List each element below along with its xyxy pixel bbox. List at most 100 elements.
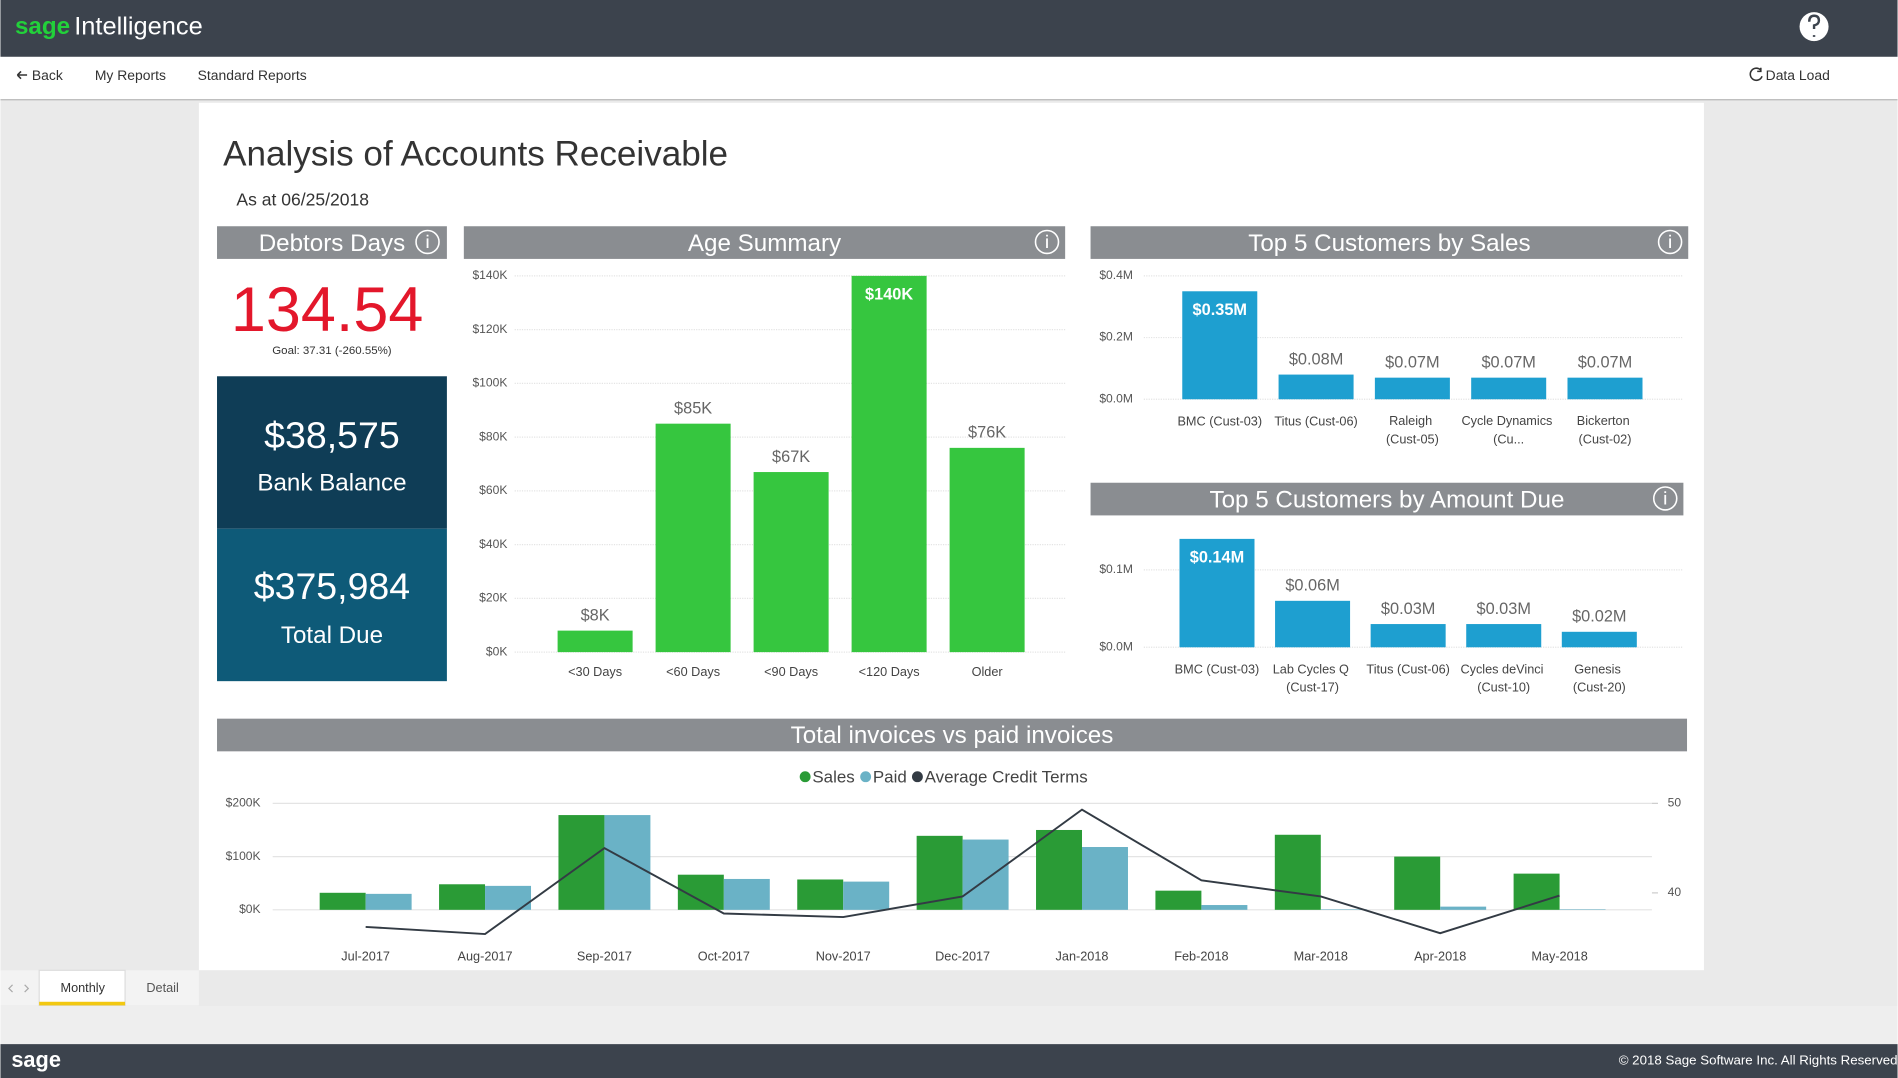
total-due-card [217, 528, 447, 682]
panel-title: Top 5 Customers by Sales [1248, 230, 1530, 257]
report-date: As at 06/25/2018 [236, 189, 369, 209]
bar [1559, 909, 1606, 910]
y-tick-label: $0.1M [1099, 562, 1133, 576]
y2-tick-label: 50 [1668, 796, 1682, 810]
label-line: (Cu... [1493, 433, 1524, 447]
y-tick-label: $80K [479, 429, 507, 443]
kpi-goal: Goal: 37.31 (-260.55%) [272, 345, 392, 357]
data-label: $0.07M [1385, 353, 1439, 371]
x-tick-label: Sep-2017 [577, 949, 632, 963]
data-label: $0.14M [1190, 549, 1244, 567]
bar [439, 884, 486, 910]
card-label: Total Due [281, 622, 383, 649]
info-icon[interactable] [1657, 229, 1683, 255]
legend-swatch [860, 771, 872, 783]
data-label: $0.06M [1285, 577, 1339, 595]
label-line: Lab Cycles Q [1273, 663, 1353, 677]
brand: sage [15, 13, 70, 40]
nav-bar [0, 56, 1898, 100]
data-label: $0.07M [1481, 353, 1535, 371]
bar [1278, 374, 1354, 400]
x-tick-label: <60 Days [666, 665, 720, 679]
data-label: $0.03M [1381, 600, 1435, 618]
label-line: (Cust-05) [1386, 433, 1439, 447]
info-icon[interactable] [1652, 486, 1678, 511]
x-tick-label: Jan-2018 [1056, 949, 1109, 963]
y-tick-label: $100K [226, 849, 261, 863]
x-tick-label: Mar-2018 [1294, 949, 1348, 963]
bar [1466, 624, 1542, 648]
label-line: Cycles deVinci [1460, 663, 1547, 677]
legend-label: Paid [873, 767, 907, 786]
x-tick-label: Raleigh (Cust-05) [1386, 415, 1439, 447]
y-tick-label: $100K [472, 376, 507, 390]
panel-title: Top 5 Customers by Amount Due [1210, 486, 1565, 513]
data-label: $0.03M [1476, 600, 1530, 618]
data-label: $67K [772, 448, 810, 466]
help-icon [1808, 14, 1821, 37]
x-tick-label: Older [972, 665, 1004, 679]
bar [1182, 291, 1258, 400]
x-tick-label: Genesis (Cust-20) [1573, 663, 1626, 695]
label-line: (Cust-02) [1579, 433, 1632, 447]
bar [1394, 856, 1441, 910]
data-label: $140K [865, 286, 913, 304]
panel-header [1090, 482, 1684, 516]
data-label: $0.35M [1193, 301, 1247, 319]
x-tick-label: Titus (Cust-06) [1366, 663, 1449, 677]
bar [1320, 909, 1367, 910]
legend-label: Sales [812, 767, 854, 786]
y-tick-label: $0K [486, 644, 508, 658]
data-load-button[interactable]: Data Load [1766, 67, 1830, 83]
panel-header [217, 226, 447, 259]
card-label: Bank Balance [257, 469, 406, 496]
x-tick-label: Bickerton (Cust-02) [1577, 415, 1633, 447]
tab-label[interactable]: Monthly [61, 981, 106, 995]
data-label: $0.02M [1572, 608, 1626, 626]
data-label: $0.07M [1578, 353, 1632, 371]
back-link[interactable]: Back [32, 67, 63, 83]
card-value: $375,984 [254, 565, 410, 607]
x-tick-label: Cycles deVinci (Cust-10) [1460, 663, 1547, 695]
my-reports-link[interactable]: My Reports [95, 67, 166, 83]
tab-label[interactable]: Detail [146, 981, 178, 995]
y-tick-label: $120K [472, 322, 507, 336]
bar [1561, 631, 1637, 648]
label-line: Genesis [1574, 663, 1624, 677]
x-tick-label: Feb-2018 [1174, 949, 1228, 963]
bar [851, 275, 927, 653]
y-tick-label: $0.0M [1099, 391, 1133, 405]
x-tick-label: <90 Days [764, 665, 818, 679]
data-label: $76K [968, 424, 1006, 442]
bar [655, 423, 731, 653]
top-bar [0, 0, 1898, 57]
bar [485, 885, 532, 910]
y-tick-label: $20K [479, 591, 507, 605]
y2-tick-label: 40 [1668, 885, 1682, 899]
info-icon[interactable] [415, 229, 440, 255]
tab-scroll[interactable] [8, 984, 30, 993]
label-line: (Cust-10) [1477, 681, 1530, 695]
bar [604, 815, 651, 910]
bar [949, 447, 1025, 653]
bar [365, 893, 412, 910]
panel-title: Debtors Days [259, 230, 406, 257]
y-tick-label: $200K [226, 796, 261, 810]
bar [1370, 624, 1446, 648]
standard-reports-link[interactable]: Standard Reports [198, 67, 307, 83]
panel-header [1090, 226, 1689, 259]
kpi-flag: ! [409, 299, 414, 318]
tab[interactable] [38, 969, 126, 1007]
x-tick-label: Oct-2017 [698, 949, 750, 963]
x-tick-label: Aug-2017 [458, 949, 513, 963]
x-tick-label: BMC (Cust-03) [1177, 415, 1262, 429]
y-tick-label: $140K [472, 268, 507, 282]
info-icon[interactable] [1034, 229, 1060, 255]
x-tick-label: Nov-2017 [816, 949, 871, 963]
legend-label: Average Credit Terms [925, 767, 1088, 786]
bar [1275, 600, 1351, 648]
bar [1201, 905, 1248, 910]
card-value: $38,575 [264, 414, 400, 456]
legend-swatch [911, 771, 923, 783]
